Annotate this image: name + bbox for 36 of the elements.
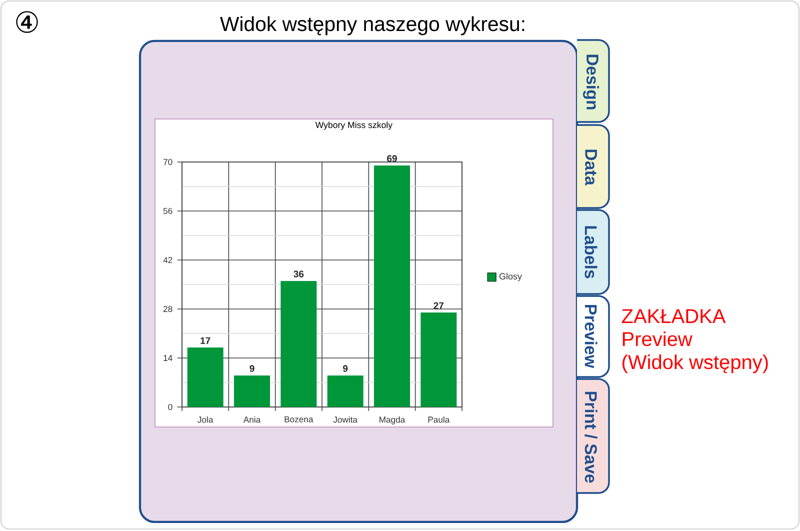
bar [327,375,364,407]
bar [187,347,224,407]
y-tick-label: 56 [163,208,172,214]
bar [374,165,410,407]
legend-label: Glosy [499,272,522,282]
bar [280,280,317,407]
data-label: 27 [434,302,444,309]
x-tick-label: Jola [198,416,214,423]
x-tick-label: Jowita [333,416,358,423]
chart-title: Wybory Miss szkoly [315,122,392,130]
data-label: 36 [294,270,304,278]
bar [420,312,457,407]
text: Preview [622,331,692,346]
y-tick-label: 70 [164,158,172,166]
text: (Widok wstępny) [622,354,768,374]
y-tick-label: 0 [168,404,172,410]
y-tick-label: 14 [164,355,172,361]
data-label: 69 [387,155,397,162]
text: Preview [584,304,598,368]
text: Print / Save [584,392,598,483]
data-label: 17 [200,337,210,344]
data-label: 9 [250,365,254,372]
x-tick-label: Paula [428,416,450,423]
y-tick-label: 28 [164,306,172,312]
data-label: 9 [343,365,348,372]
text: ZAKŁADKA [622,309,726,323]
bar [234,375,270,407]
text: Widok wstępny naszego wykresu: [220,16,524,36]
x-tick-label: Magda [380,416,406,424]
y-tick-label: 42 [163,256,172,263]
text: Design [583,54,599,110]
x-tick-label: Bozena [284,416,314,422]
text: Labels [584,226,598,278]
x-tick-label: Ania [243,416,261,423]
text: ④ [16,11,38,33]
text: Data [585,150,597,186]
